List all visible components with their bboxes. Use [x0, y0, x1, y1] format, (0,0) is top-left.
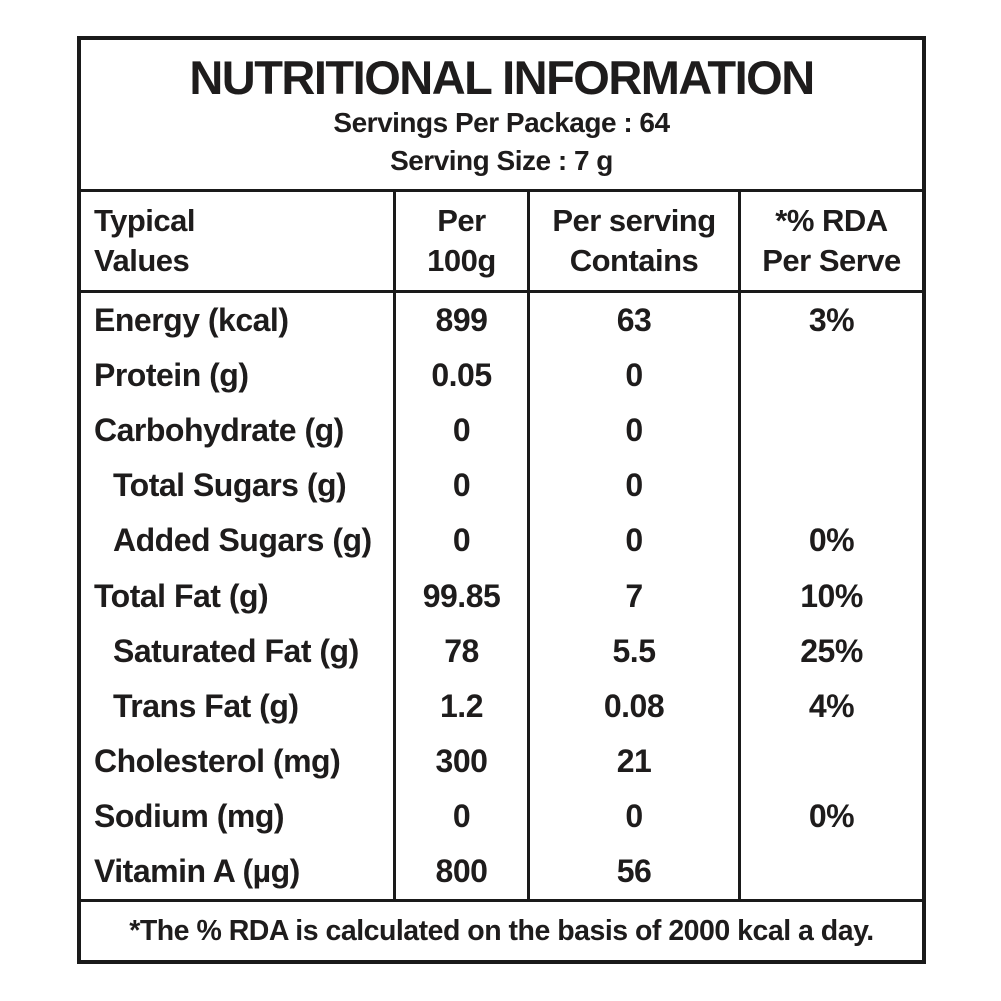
per-100g-value: 0 — [452, 797, 471, 834]
per-100g-value: 78 — [444, 632, 479, 669]
row-label: Carbohydrate (g) — [94, 412, 344, 449]
per-serving-value: 0 — [625, 797, 643, 834]
per-serving-value: 5.5 — [612, 632, 656, 669]
col-header-per-serving: Per serving Contains — [527, 192, 738, 290]
row-label: Energy (kcal) — [94, 302, 289, 339]
rda-value — [741, 458, 922, 513]
rda-value: 0% — [808, 797, 855, 834]
table-body: Energy (kcal) Protein (g) Carbohydrate (… — [81, 293, 922, 899]
row-label: Saturated Fat (g) — [113, 632, 359, 669]
rda-value: 4% — [808, 687, 855, 724]
column-per-serving: 63 0 0 0 0 7 5.5 0.08 21 0 56 — [527, 293, 738, 899]
rda-value: 25% — [800, 632, 863, 669]
per-serving-value: 0 — [625, 467, 643, 504]
row-label: Protein (g) — [94, 357, 249, 394]
rda-value — [741, 348, 922, 403]
label-header: NUTRITIONAL INFORMATION Servings Per Pac… — [81, 40, 922, 192]
per-100g-value: 1.2 — [440, 687, 483, 724]
nutrition-label: NUTRITIONAL INFORMATION Servings Per Pac… — [77, 36, 926, 964]
row-label: Vitamin A (µg) — [94, 852, 300, 889]
rda-value — [741, 844, 922, 899]
row-label: Cholesterol (mg) — [94, 742, 341, 779]
column-per-100g: 899 0.05 0 0 0 99.85 78 1.2 300 0 800 — [393, 293, 527, 899]
per-serving-value: 0.08 — [603, 687, 665, 724]
per-100g-value: 0 — [452, 412, 471, 449]
rda-footnote: *The % RDA is calculated on the basis of… — [81, 899, 922, 960]
per-serving-value: 21 — [616, 742, 652, 779]
col-header-line: Per serving — [552, 203, 716, 239]
rda-value — [741, 734, 922, 789]
per-100g-value: 0 — [452, 467, 471, 504]
per-serving-value: 7 — [625, 577, 643, 614]
rda-value — [741, 403, 922, 458]
column-rda-per-serve: 3% 0% 10% 25% 4% 0% — [738, 293, 922, 899]
per-100g-value: 300 — [435, 742, 488, 779]
col-header-typical-values: Typical Values — [81, 192, 393, 290]
per-100g-value: 899 — [435, 302, 488, 339]
row-label: Trans Fat (g) — [113, 687, 299, 724]
serving-size: Serving Size : 7 g — [390, 144, 613, 176]
per-100g-value: 0.05 — [431, 357, 492, 394]
per-100g-value: 0 — [452, 522, 471, 559]
servings-per-package: Servings Per Package : 64 — [333, 106, 670, 138]
row-label: Total Fat (g) — [94, 577, 269, 614]
table-header-row: Typical Values Per 100g Per serving Cont… — [81, 192, 922, 293]
col-header-rda-per-serve: *% RDA Per Serve — [738, 192, 922, 290]
col-header-line: Per Serve — [762, 243, 901, 278]
row-label: Added Sugars (g) — [113, 522, 372, 559]
column-typical-values: Energy (kcal) Protein (g) Carbohydrate (… — [81, 293, 393, 899]
per-serving-value: 0 — [625, 412, 643, 449]
per-serving-value: 56 — [616, 852, 652, 889]
per-100g-value: 800 — [435, 852, 488, 889]
col-header-line: Typical — [94, 203, 196, 239]
row-label: Total Sugars (g) — [113, 467, 347, 504]
per-serving-value: 63 — [616, 302, 652, 339]
rda-value: 3% — [808, 302, 855, 339]
per-serving-value: 0 — [625, 522, 643, 559]
col-header-line: *% RDA — [775, 203, 888, 239]
label-title: NUTRITIONAL INFORMATION — [189, 51, 815, 104]
col-header-per-100g: Per 100g — [393, 192, 527, 290]
rda-value: 10% — [800, 577, 863, 614]
col-header-line: Per — [437, 203, 486, 239]
per-serving-value: 0 — [625, 357, 643, 394]
col-header-line: Values — [94, 243, 190, 278]
rda-value: 0% — [808, 522, 855, 559]
per-100g-value: 99.85 — [422, 577, 501, 614]
col-header-line: 100g — [427, 243, 496, 278]
col-header-line: Contains — [569, 243, 699, 278]
row-label: Sodium (mg) — [94, 797, 285, 834]
